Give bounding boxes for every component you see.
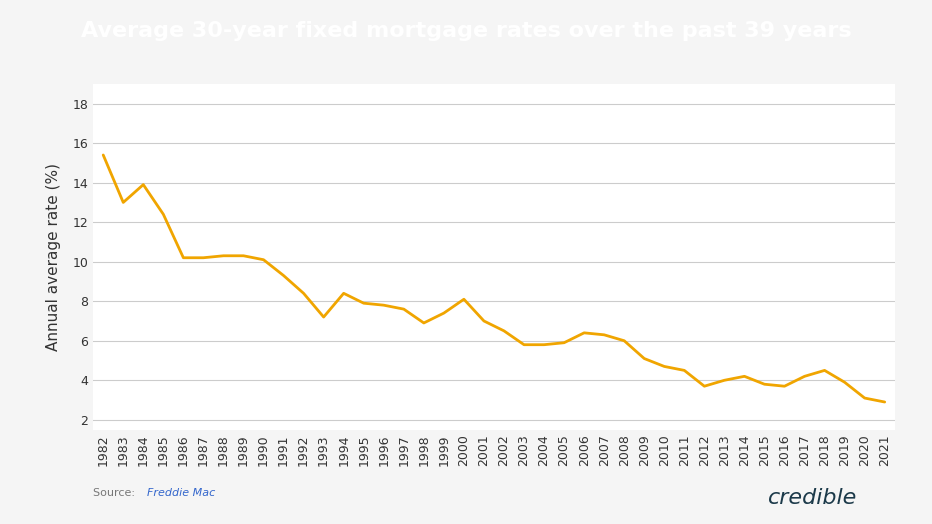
Text: credible: credible (768, 488, 857, 508)
Text: Average 30-year fixed mortgage rates over the past 39 years: Average 30-year fixed mortgage rates ove… (81, 21, 851, 41)
Text: Source:: Source: (93, 488, 139, 498)
Text: Freddie Mac: Freddie Mac (147, 488, 215, 498)
Y-axis label: Annual average rate (%): Annual average rate (%) (47, 163, 62, 351)
